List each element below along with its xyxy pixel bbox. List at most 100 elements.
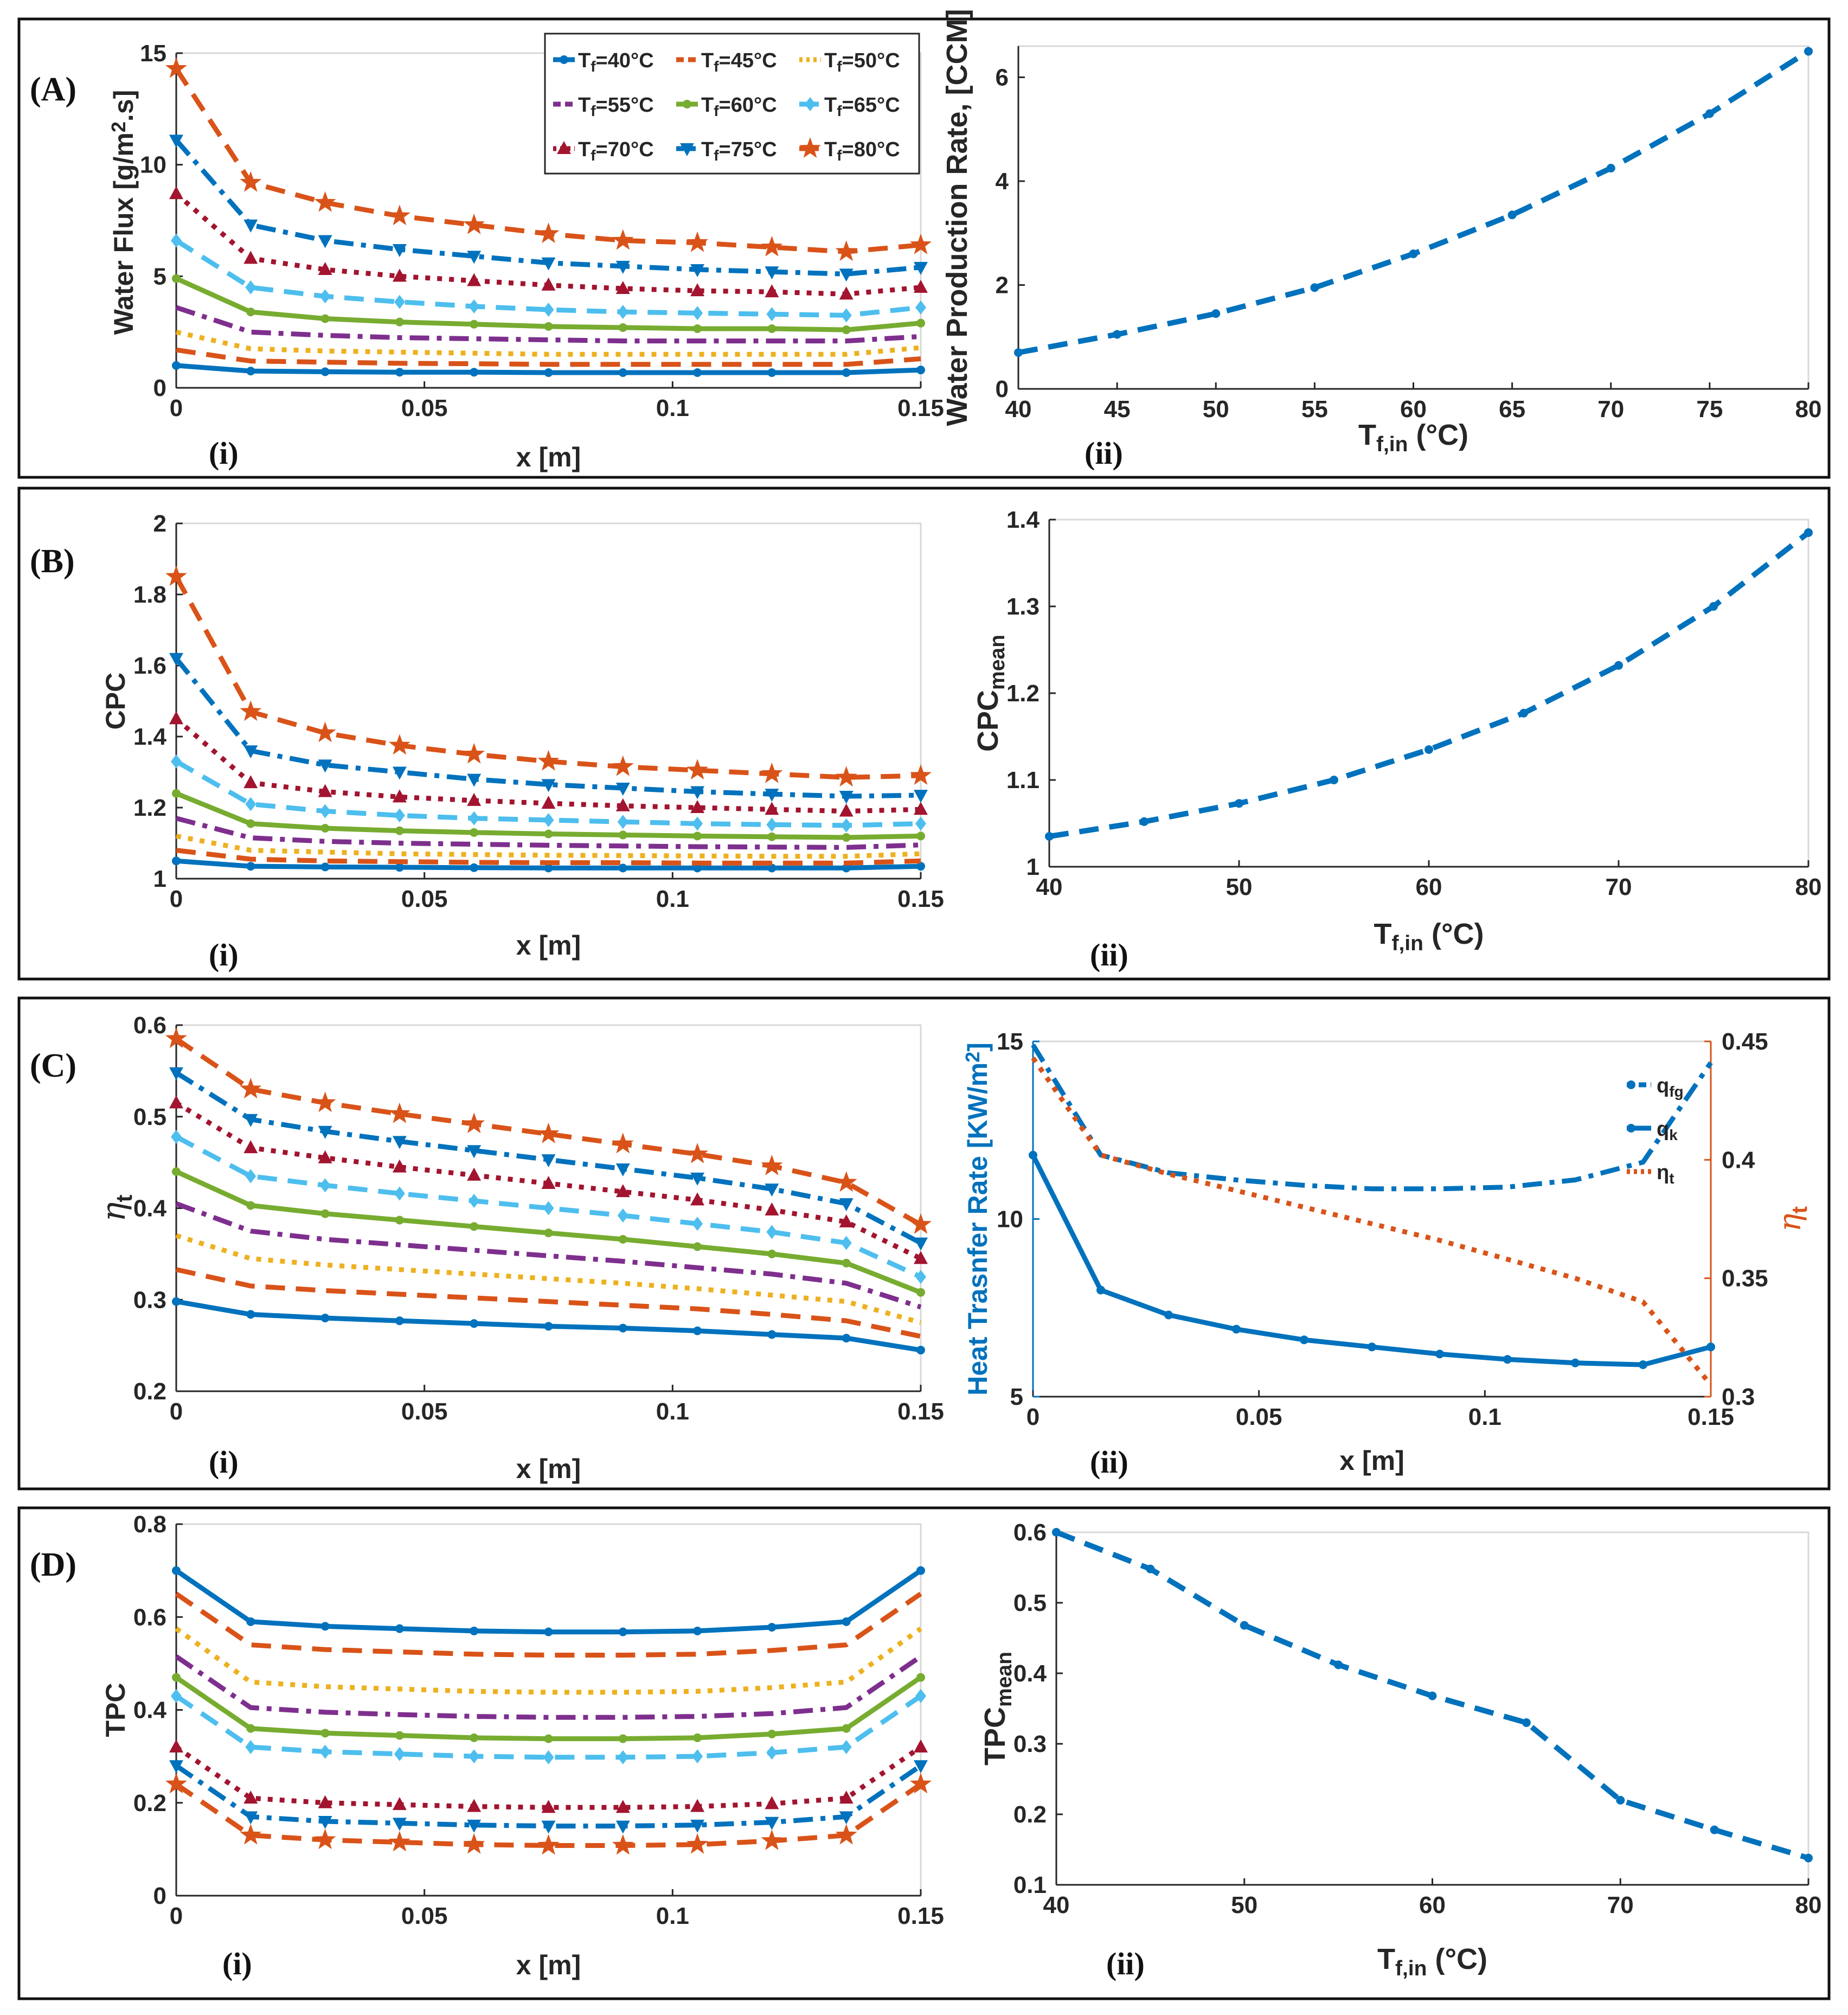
data-point [544, 1627, 553, 1636]
data-point [172, 1167, 181, 1176]
data-point [1709, 602, 1718, 611]
data-point [765, 802, 779, 815]
data-point [615, 280, 630, 294]
data-point [395, 1216, 404, 1225]
data-point [245, 1169, 256, 1184]
data-point [541, 1175, 556, 1189]
data-point [245, 797, 256, 811]
data-point [544, 1322, 553, 1331]
data-point [767, 832, 777, 841]
data-point [1571, 1358, 1580, 1367]
data-point [835, 1171, 857, 1192]
data-point [839, 268, 854, 282]
x-axis-label: x [m] [516, 442, 581, 472]
data-point [766, 307, 778, 322]
series-Tf=65°C [171, 1129, 926, 1284]
series-Tf=75°C [169, 653, 928, 804]
data-point [910, 233, 932, 254]
x-tick-label: 0.15 [897, 886, 944, 912]
panel-a-frame [17, 17, 1831, 479]
series-line [175, 816, 921, 850]
data-point [469, 1194, 480, 1208]
x-tick-label: 60 [1400, 396, 1427, 423]
data-point [915, 1270, 926, 1284]
data-point [470, 1319, 479, 1328]
data-point [470, 1222, 479, 1231]
data-point [318, 1795, 332, 1808]
y-tick-label: 0.2 [133, 1378, 166, 1405]
y-tick-label: 1.4 [133, 724, 167, 750]
data-point [1804, 1853, 1813, 1863]
data-point [916, 1288, 925, 1297]
y-axis-label: Water Production Rate, [CCM] [941, 9, 973, 426]
series-Tf=40°C [172, 856, 925, 873]
data-point [543, 813, 554, 827]
y-tick-label: 2 [153, 510, 166, 537]
data-point [842, 863, 851, 873]
data-point [318, 759, 332, 773]
chart-b-ii: 40 50 60 70 80 1 1.1 1.2 1.3 1.4 Tf,in (°C) CPCmean [972, 507, 1821, 955]
data-point [470, 1733, 479, 1742]
series-line [1018, 49, 1810, 355]
x-tick-label: 0 [170, 395, 183, 421]
legend-marker [680, 143, 694, 156]
data-point [914, 261, 928, 275]
series-Tf=45°C [175, 1591, 922, 1658]
y-tick-label: 0.1 [1013, 1872, 1047, 1898]
y-tick-label: 0 [153, 1883, 166, 1909]
series-line [176, 1267, 921, 1339]
data-point [615, 1820, 630, 1834]
y-tick-label: 0.2 [133, 1790, 166, 1816]
series-Tf=45°C [176, 1267, 921, 1339]
data-point [392, 268, 407, 282]
data-point [693, 863, 702, 873]
x-tick-label: 0.1 [656, 1903, 689, 1929]
data-point [1211, 309, 1221, 318]
data-point [243, 1140, 258, 1154]
y-axis-label: CPCmean [972, 635, 1009, 752]
data-point [318, 784, 332, 797]
legend-marker [557, 141, 571, 154]
data-point [692, 1749, 703, 1764]
data-point [765, 1202, 779, 1216]
data-point [469, 1749, 480, 1764]
data-point [914, 1251, 928, 1264]
x-axis-label: x [m] [516, 930, 581, 961]
legend-marker [1627, 1124, 1635, 1133]
right-tick-label: 0.35 [1722, 1265, 1768, 1292]
data-point [246, 1201, 255, 1210]
series-Tf=70°C [169, 1739, 928, 1813]
data-point [392, 789, 407, 803]
y-tick-label: 0 [153, 375, 166, 401]
legend-marker [1627, 1080, 1635, 1089]
y-tick-label: 15 [997, 1028, 1023, 1055]
plot-box [1048, 519, 1810, 868]
data-point [463, 1112, 485, 1134]
data-point [469, 299, 480, 314]
x-tick-label: 0.1 [1468, 1404, 1502, 1430]
data-point [693, 1326, 702, 1335]
x-tick-label: 50 [1226, 874, 1253, 900]
x-tick-label: 0.1 [656, 886, 689, 912]
data-point [617, 1750, 628, 1764]
x-axis-label: x [m] [516, 1950, 581, 1980]
legend-label: ηt [1657, 1161, 1674, 1187]
data-point [842, 1617, 851, 1626]
data-point [470, 1626, 479, 1635]
data-point [395, 368, 404, 377]
series-production [1014, 47, 1813, 357]
data-point [245, 1740, 256, 1754]
data-point [914, 1739, 928, 1752]
series-Tf=80°C [165, 1027, 932, 1234]
series-Tf=75°C [169, 135, 928, 282]
series-Tf=40°C [172, 361, 925, 378]
data-point [320, 367, 330, 376]
data-point [839, 1214, 854, 1227]
data-point [320, 1622, 330, 1631]
data-point [840, 308, 852, 323]
data-point [765, 789, 779, 802]
data-point [693, 1626, 702, 1635]
data-point [165, 1027, 187, 1048]
data-point [842, 1724, 851, 1733]
data-point [1616, 1796, 1625, 1805]
